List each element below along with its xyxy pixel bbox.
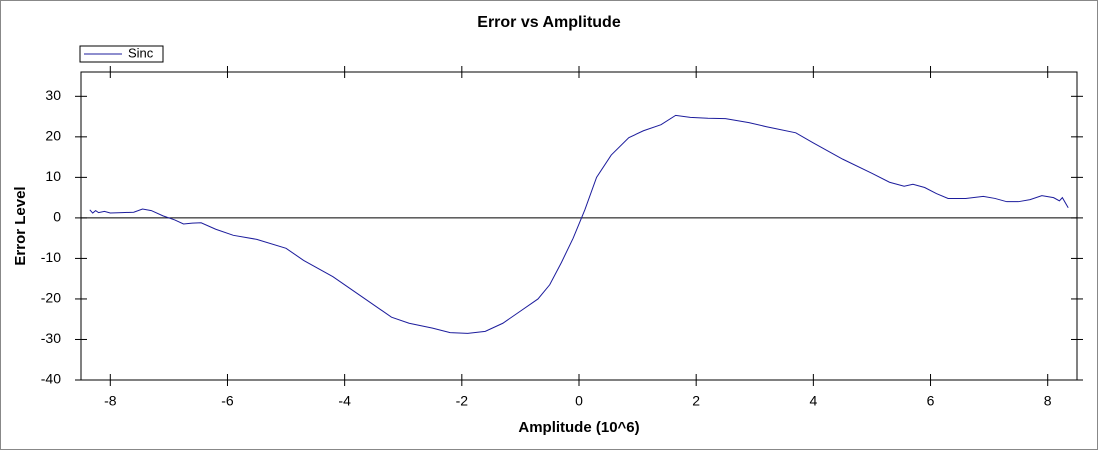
x-tick-label: 8	[1044, 393, 1052, 409]
x-tick-label: 6	[927, 393, 935, 409]
y-tick-label: 30	[45, 87, 61, 103]
y-tick-label: 10	[45, 168, 61, 184]
legend-label: Sinc	[128, 45, 154, 60]
y-tick-label: 0	[53, 209, 61, 225]
y-tick-label: -30	[41, 330, 61, 346]
x-tick-label: 0	[575, 393, 583, 409]
x-tick-label: -6	[221, 393, 234, 409]
x-tick-label: 4	[809, 393, 817, 409]
x-tick-label: -4	[338, 393, 351, 409]
y-tick-label: 20	[45, 128, 61, 144]
y-tick-label: -40	[41, 371, 61, 387]
x-tick-label: 2	[692, 393, 700, 409]
y-tick-label: -20	[41, 290, 61, 306]
y-axis-label: Error Level	[12, 186, 29, 265]
data-line	[89, 114, 1069, 334]
x-tick-label: -8	[104, 393, 117, 409]
x-axis-label: Amplitude (10^6)	[518, 419, 639, 436]
chart-title: Error vs Amplitude	[477, 14, 621, 31]
y-tick-label: -10	[41, 249, 61, 265]
x-tick-label: -2	[456, 393, 469, 409]
